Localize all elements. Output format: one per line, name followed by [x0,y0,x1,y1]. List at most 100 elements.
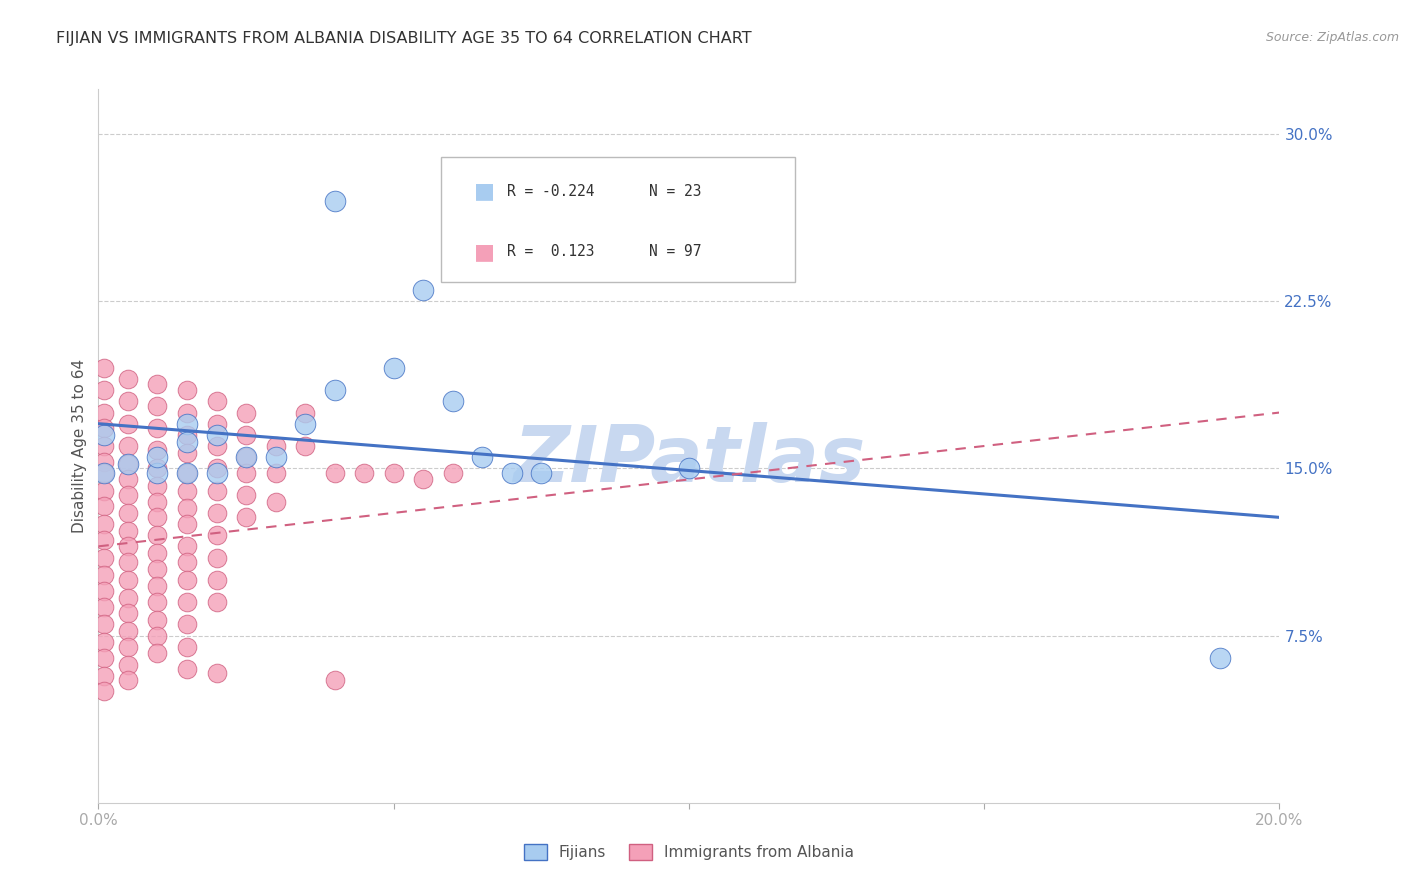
Point [93,455,115,469]
Point [1209,651,1232,665]
Point [146,646,169,660]
Point [176,417,198,431]
Point [117,657,139,672]
Point [176,483,198,498]
Point [93,427,115,442]
Point [530,466,553,480]
Point [117,457,139,471]
Point [323,194,346,208]
Point [146,595,169,609]
Point [117,372,139,386]
Point [117,555,139,569]
Point [176,517,198,532]
Point [205,528,228,542]
Point [146,494,169,508]
Point [93,466,115,480]
Point [93,617,115,632]
Point [176,405,198,420]
Point [146,613,169,627]
Legend: Fijians, Immigrants from Albania: Fijians, Immigrants from Albania [517,838,860,866]
Point [205,483,228,498]
Point [176,573,198,587]
Point [93,500,115,514]
Point [678,461,700,475]
Point [205,417,228,431]
Point [93,568,115,582]
FancyBboxPatch shape [441,157,796,282]
Point [146,580,169,594]
Point [205,550,228,565]
Point [117,624,139,639]
Point [146,376,169,391]
Point [146,628,169,642]
Point [93,651,115,665]
Point [205,439,228,453]
Text: ZIPatlas: ZIPatlas [513,422,865,499]
Point [93,550,115,565]
Point [235,466,257,480]
Point [176,501,198,516]
Point [264,494,287,508]
Text: Source: ZipAtlas.com: Source: ZipAtlas.com [1265,31,1399,45]
Point [176,539,198,553]
Point [176,617,198,632]
Point [93,439,115,453]
Text: N = 97: N = 97 [648,244,702,260]
Text: R = -0.224: R = -0.224 [508,184,595,199]
Point [176,446,198,460]
Point [93,483,115,498]
Point [176,427,198,442]
Point [117,488,139,502]
Point [382,466,405,480]
Point [176,595,198,609]
Point [93,669,115,683]
Point [294,439,316,453]
Point [117,417,139,431]
Point [93,635,115,649]
Text: R =  0.123: R = 0.123 [508,244,595,260]
Point [117,591,139,605]
Point [146,510,169,524]
Point [205,466,228,480]
Point [501,466,523,480]
Point [235,488,257,502]
Point [117,573,139,587]
Point [412,473,434,487]
Y-axis label: Disability Age 35 to 64: Disability Age 35 to 64 [72,359,87,533]
Point [176,384,198,398]
Point [294,405,316,420]
Point [205,573,228,587]
Point [93,384,115,398]
Point [93,405,115,420]
Point [294,417,316,431]
Point [117,607,139,621]
Point [176,434,198,449]
Point [264,439,287,453]
Point [117,457,139,471]
Point [146,528,169,542]
Point [176,466,198,480]
Text: FIJIAN VS IMMIGRANTS FROM ALBANIA DISABILITY AGE 35 TO 64 CORRELATION CHART: FIJIAN VS IMMIGRANTS FROM ALBANIA DISABI… [56,31,752,46]
Point [235,450,257,465]
Point [323,673,346,687]
Point [146,399,169,413]
Point [412,283,434,297]
Text: ■: ■ [474,242,495,262]
Point [264,466,287,480]
Point [264,450,287,465]
Point [117,394,139,409]
Point [146,461,169,475]
Point [146,443,169,458]
Point [205,666,228,681]
Point [205,595,228,609]
Point [146,562,169,576]
Point [93,599,115,614]
Point [176,555,198,569]
Text: N = 23: N = 23 [648,184,702,199]
Point [146,466,169,480]
Point [441,394,464,409]
Point [93,583,115,598]
Point [117,439,139,453]
Point [205,506,228,520]
Point [205,394,228,409]
